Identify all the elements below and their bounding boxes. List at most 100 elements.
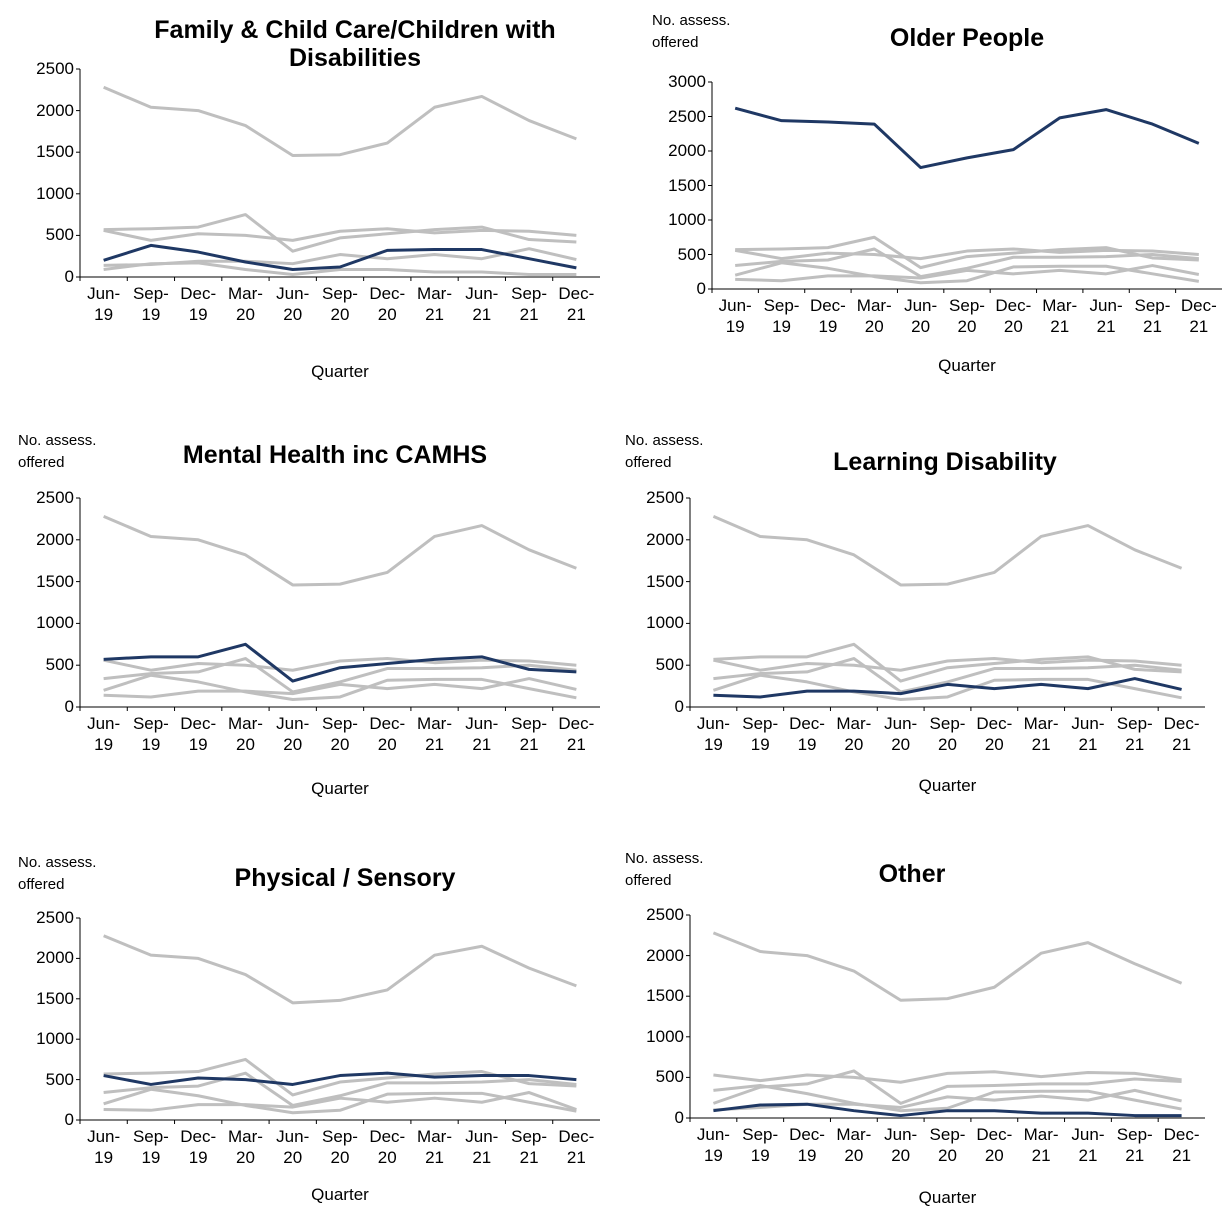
chart-title: Other (878, 860, 946, 888)
x-tick-label: Dec-20 (369, 714, 406, 754)
x-tick-label: Jun-21 (1089, 296, 1123, 336)
y-tick-label: 2500 (36, 488, 74, 507)
series-line (713, 657, 1182, 672)
y-tick-label: 0 (64, 1110, 74, 1129)
chart-title: Older People (889, 24, 1045, 52)
x-tick-label: Jun-20 (276, 1127, 310, 1167)
x-tick-label: Jun-21 (465, 1127, 499, 1167)
y-tick-label: 0 (674, 1108, 684, 1127)
series-line (103, 934, 577, 1005)
x-tick-label: Jun-20 (884, 714, 918, 754)
x-axis-label: Quarter (918, 776, 977, 795)
x-tick-label: Mar-21 (1023, 714, 1059, 754)
x-tick-label: Dec-19 (789, 714, 825, 754)
x-tick-label: Jun-20 (276, 284, 310, 324)
x-tick-label: Mar-21 (417, 284, 452, 324)
x-tick-label: Dec-20 (369, 1127, 406, 1167)
series-line (103, 1071, 577, 1086)
x-tick-label: Mar-20 (227, 284, 263, 324)
y-tick-label: 2000 (668, 141, 706, 160)
x-tick-label: Mar-20 (227, 1127, 263, 1167)
y-tick-label: 2000 (36, 948, 74, 968)
x-tick-label: Sep-21 (511, 1127, 548, 1167)
x-tick-label: Sep-19 (742, 714, 779, 754)
y-tick-label: 1000 (646, 1026, 684, 1046)
y-tick-label: 500 (655, 655, 684, 675)
y-axis-label: No. assess. offered (18, 432, 97, 471)
x-axis-label: Quarter (918, 1188, 977, 1207)
y-tick-label: 1500 (646, 986, 684, 1006)
x-tick-label: Mar-20 (836, 1125, 872, 1165)
y-axis-label: No. assess. offered (625, 432, 704, 471)
y-tick-label: 3000 (668, 72, 706, 91)
x-tick-label: Dec-21 (1163, 714, 1200, 754)
x-tick-label: Dec-19 (180, 1127, 217, 1167)
x-tick-label: Mar-21 (1023, 1125, 1059, 1165)
series-line (103, 227, 577, 242)
y-tick-label: 500 (45, 655, 74, 675)
x-tick-label: Mar-21 (417, 1127, 452, 1167)
series-line (103, 642, 577, 683)
y-tick-label: 1000 (36, 613, 74, 633)
series-line (734, 247, 1199, 261)
x-tick-label: Jun-19 (718, 296, 752, 336)
y-tick-label: 1000 (36, 183, 74, 203)
series-line (103, 243, 577, 272)
x-tick-label: Jun-20 (276, 714, 310, 754)
y-tick-label: 2000 (646, 945, 684, 965)
x-tick-label: Jun-19 (87, 1127, 121, 1167)
x-tick-label: Mar-21 (1042, 296, 1078, 336)
x-tick-label: Sep-21 (511, 284, 548, 324)
series-line (713, 1084, 1182, 1113)
y-tick-label: 500 (677, 244, 706, 264)
series-line (103, 261, 577, 277)
y-tick-label: 1000 (646, 613, 684, 633)
series-line (734, 261, 1200, 285)
series-line (103, 515, 577, 587)
x-axis-label: Quarter (938, 356, 996, 375)
x-tick-label: Dec-20 (995, 296, 1032, 336)
y-tick-label: 500 (45, 225, 74, 245)
x-tick-label: Dec-21 (558, 714, 595, 754)
y-tick-label: 1000 (36, 1029, 74, 1049)
y-tick-label: 1000 (668, 210, 706, 229)
x-tick-label: Sep-21 (1134, 296, 1171, 336)
series-line (103, 85, 577, 158)
x-tick-label: Jun-21 (465, 284, 499, 324)
y-axis-label: No. assess. offered (652, 12, 731, 51)
y-tick-label: 2000 (36, 529, 74, 549)
x-tick-label: Jun-20 (884, 1125, 918, 1165)
series-line (713, 677, 1182, 699)
x-tick-label: Jun-21 (465, 714, 499, 754)
series-line (734, 106, 1200, 170)
x-tick-label: Jun-19 (87, 284, 121, 324)
series-line (712, 673, 1182, 701)
x-axis-label: Quarter (311, 362, 369, 381)
x-tick-label: Sep-21 (511, 714, 548, 754)
x-tick-label: Sep-19 (132, 714, 169, 754)
y-tick-label: 2500 (646, 905, 684, 924)
x-tick-label: Dec-19 (809, 296, 846, 336)
series-line (103, 213, 577, 253)
series-line (103, 673, 577, 701)
x-tick-label: Dec-21 (558, 284, 595, 324)
x-tick-label: Sep-20 (949, 296, 985, 336)
x-tick-label: Dec-20 (369, 284, 406, 324)
y-tick-label: 2500 (646, 488, 684, 507)
x-tick-label: Sep-20 (322, 284, 358, 324)
y-tick-label: 1500 (36, 988, 74, 1008)
series-line (712, 931, 1183, 1002)
y-tick-label: 2000 (646, 529, 684, 549)
series-line (103, 1091, 577, 1112)
x-tick-label: Dec-19 (789, 1125, 825, 1165)
series-line (735, 264, 1200, 283)
y-axis-label: No. assess. offered (625, 850, 704, 889)
y-tick-label: 500 (45, 1069, 74, 1089)
x-tick-label: Sep-20 (322, 1127, 358, 1167)
x-tick-label: Sep-19 (763, 296, 800, 336)
series-line (103, 1071, 577, 1107)
x-tick-label: Dec-21 (558, 1127, 595, 1167)
y-tick-label: 1500 (646, 571, 684, 591)
x-tick-label: Sep-19 (132, 284, 169, 324)
